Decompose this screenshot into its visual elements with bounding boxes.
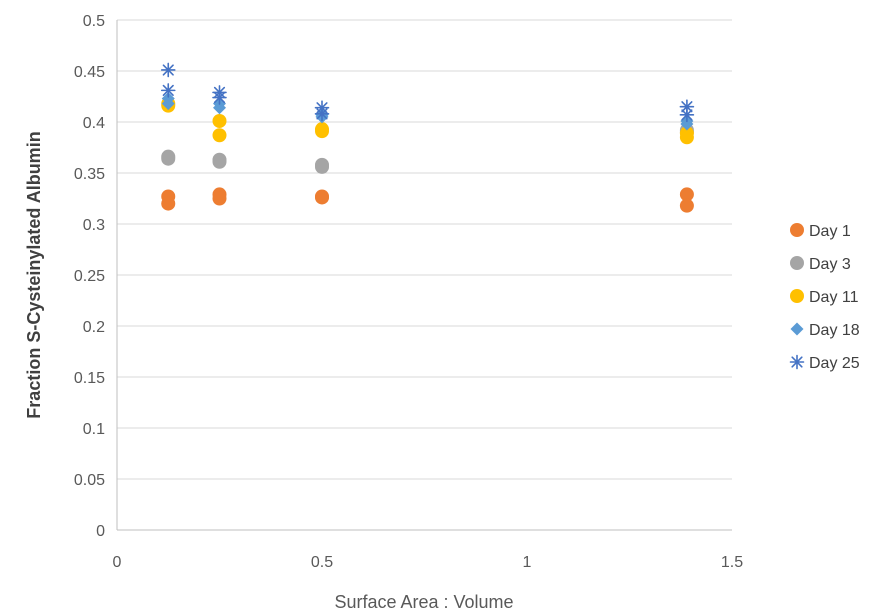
point-day-25 [314, 106, 330, 122]
y-tick-label: 0 [96, 523, 105, 540]
legend-marker-day-25 [789, 354, 805, 370]
point-day-1 [212, 191, 227, 206]
y-tick-label: 0.2 [83, 319, 105, 336]
point-day-11 [679, 130, 694, 145]
point-day-3 [315, 159, 329, 174]
x-axis-title: Surface Area : Volume [334, 592, 513, 612]
point-day-11 [315, 124, 329, 139]
point-day-11 [212, 128, 227, 143]
y-tick-label: 0.5 [83, 13, 105, 30]
y-tick-label: 0.25 [74, 268, 105, 285]
legend-label-day-25: Day 25 [809, 355, 860, 372]
point-day-25 [160, 83, 176, 98]
point-day-25 [212, 90, 227, 105]
y-tick-label: 0.3 [83, 217, 105, 234]
legend-label-day-11: Day 11 [809, 289, 859, 306]
point-day-1 [161, 196, 176, 211]
legend-marker-day-18 [790, 322, 804, 336]
legend-label-day-18: Day 18 [809, 322, 860, 339]
legend-marker-day-11 [790, 289, 804, 303]
point-day-25 [679, 107, 695, 123]
point-day-18 [213, 101, 226, 115]
data-points [160, 62, 695, 213]
y-tick-label: 0.15 [74, 370, 105, 387]
point-day-11 [212, 113, 227, 128]
y-tick-label: 0.1 [83, 421, 105, 438]
point-day-25 [160, 62, 176, 78]
point-day-3 [212, 154, 227, 169]
point-day-1 [679, 187, 694, 202]
legend: Day 1 Day 3 Day 11 Day 18 Day 25 [789, 223, 860, 372]
x-tick-labels: 0 0.5 1 1.5 [113, 554, 744, 571]
point-day-3 [161, 151, 176, 166]
legend-label-day-1: Day 1 [809, 223, 851, 240]
x-tick-label: 0 [113, 554, 122, 571]
y-tick-labels: 0 0.05 0.1 0.15 0.2 0.25 0.3 0.35 0.4 0.45 0.5 [74, 13, 105, 540]
point-day-18 [680, 117, 694, 131]
x-tick-label: 0.5 [311, 554, 333, 571]
y-tick-label: 0.4 [83, 115, 105, 132]
axes [116, 20, 732, 531]
point-day-1 [679, 198, 694, 213]
legend-label-day-3: Day 3 [809, 256, 851, 273]
point-day-18 [161, 97, 175, 111]
legend-marker-day-3 [790, 256, 804, 270]
x-tick-label: 1.5 [721, 554, 743, 571]
y-tick-label: 0.45 [74, 64, 105, 81]
gridlines [117, 19, 732, 480]
y-tick-label: 0.05 [74, 472, 105, 489]
point-day-1 [315, 190, 329, 205]
y-axis-title: Fraction S-Cysteinylated Albumin [24, 131, 44, 418]
legend-marker-day-1 [790, 223, 804, 237]
y-tick-label: 0.35 [74, 166, 105, 183]
x-tick-label: 1 [523, 554, 532, 571]
